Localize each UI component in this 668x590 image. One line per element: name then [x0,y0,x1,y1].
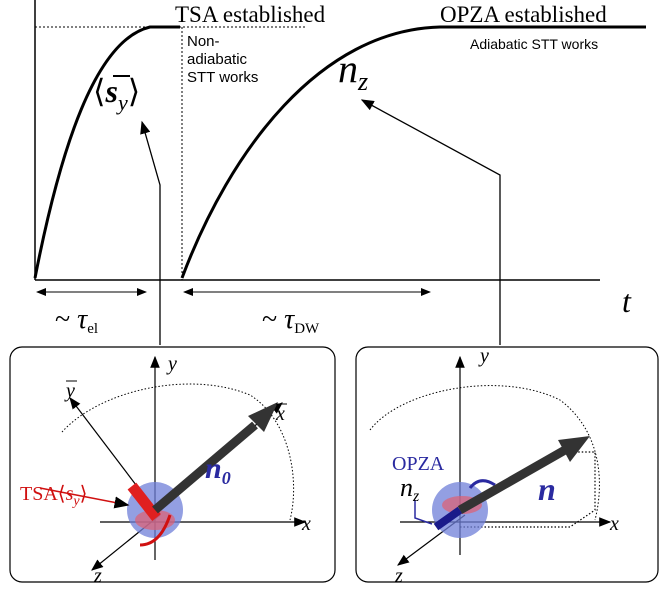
axis-label: y [64,380,75,402]
axis-label: x [275,403,285,425]
diagram: TSA established OPZA established Non- ad… [0,0,668,590]
symbol: n [205,452,222,485]
pointer-arrow [142,122,160,345]
math-label: ⟨sy⟩ [93,73,140,115]
subscript: DW [294,321,320,337]
axis-label: t [622,283,632,319]
label: OPZA established [440,2,607,27]
left-panel [10,347,335,582]
subscript: y [116,90,128,115]
math-label: nz [338,46,368,96]
nz-curve [182,27,646,278]
axis-label: y [478,345,489,367]
symbol: n [400,473,413,502]
axis-label: x [301,513,311,535]
bracket: ⟨ [93,73,105,109]
sy-curve [35,27,180,278]
bracket: ⟨ [58,483,66,505]
subscript: el [87,321,98,337]
label: TSA established [175,2,326,27]
symbol: n [338,46,358,91]
tilde: ~ [55,304,70,335]
bracket: ⟩ [128,73,140,109]
subscript: z [357,67,368,96]
opza-label: OPZA [392,453,445,475]
math-label: ~ τDW [262,304,320,337]
note: Adiabatic STT works [470,36,598,52]
subscript: z [412,488,420,505]
math-label: ~ τel [55,304,98,337]
note: adiabatic [187,51,248,68]
panel-frame [10,347,335,582]
symbol: s [104,73,117,109]
pointer-arrow [362,100,500,345]
note: STT works [187,69,258,86]
bracket: ⟩ [80,483,88,505]
prefix: TSA [20,483,58,505]
symbol: s [66,483,74,505]
tilde: ~ [262,304,277,335]
axis-label: z [93,565,102,587]
axis-label: y [166,353,177,375]
subscript: 0 [222,468,231,488]
axis-label: z [394,565,403,587]
axis-label: x [609,513,619,535]
n-label: n [538,471,556,507]
note: Non- [187,33,220,50]
